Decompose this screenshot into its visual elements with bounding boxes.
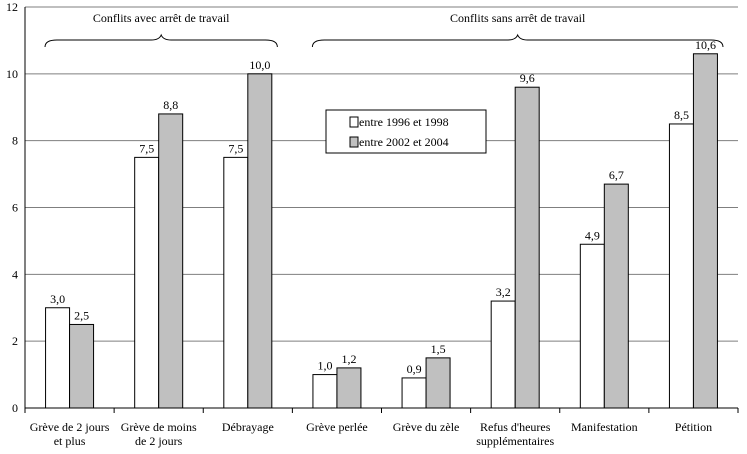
data-label: 7,5 (139, 141, 154, 155)
bar-2002-2004 (692, 53, 718, 409)
category-label: Grève perlée (306, 420, 368, 434)
category-label: Refus d'heures (480, 420, 551, 434)
category-label: Pétition (675, 420, 712, 434)
data-label: 8,5 (674, 108, 689, 122)
bar-2002-2004 (158, 113, 184, 409)
data-label: 8,8 (163, 98, 178, 112)
data-label: 10,6 (695, 38, 716, 52)
bar-2002-2004 (425, 357, 451, 409)
category-label: Grève de moins (121, 420, 197, 434)
data-label: 6,7 (609, 168, 624, 182)
legend-swatch (349, 136, 359, 148)
group-label: Conflits sans arrêt de travail (450, 11, 586, 25)
data-label: 9,6 (520, 71, 535, 85)
bar-1996-1998 (579, 243, 605, 409)
legend-label: entre 1996 et 1998 (359, 115, 449, 129)
legend-swatch (349, 116, 359, 128)
y-tick-label: 4 (12, 267, 18, 281)
group-brace (44, 33, 278, 48)
bar-1996-1998 (312, 374, 338, 409)
category-label: Débrayage (222, 420, 274, 434)
group-brace (311, 33, 724, 48)
category-label: de 2 jours (135, 434, 183, 448)
category-label: supplémentaires (476, 434, 554, 448)
bar-2002-2004 (247, 73, 273, 409)
bar-2002-2004 (514, 86, 540, 409)
y-tick-label: 2 (12, 334, 18, 348)
bar-1996-1998 (490, 300, 516, 409)
data-label: 4,9 (585, 228, 600, 242)
group-label: Conflits avec arrêt de travail (93, 11, 230, 25)
y-tick-label: 12 (6, 0, 18, 14)
y-tick-label: 6 (12, 201, 18, 215)
data-label: 1,0 (317, 359, 332, 373)
y-tick-label: 8 (12, 134, 18, 148)
bar-2002-2004 (69, 323, 95, 409)
y-tick-label: 10 (6, 67, 18, 81)
data-label: 10,0 (249, 58, 270, 72)
data-label: 2,5 (74, 308, 89, 322)
bar-1996-1998 (401, 377, 427, 409)
bar-1996-1998 (223, 156, 249, 409)
data-label: 1,2 (341, 352, 356, 366)
category-label: Grève de 2 jours (30, 420, 110, 434)
category-label: Manifestation (571, 420, 638, 434)
data-label: 7,5 (228, 141, 243, 155)
category-label: et plus (54, 434, 86, 448)
bar-2002-2004 (336, 367, 362, 409)
y-tick-label: 0 (12, 401, 18, 415)
bar-1996-1998 (134, 156, 160, 409)
data-label: 3,0 (50, 292, 65, 306)
bar-1996-1998 (45, 307, 71, 409)
bar-2002-2004 (603, 183, 629, 409)
data-label: 1,5 (431, 342, 446, 356)
data-label: 3,2 (496, 285, 511, 299)
legend-label: entre 2002 et 2004 (359, 135, 449, 149)
bar-1996-1998 (668, 123, 694, 409)
category-label: Grève du zèle (393, 420, 460, 434)
data-label: 0,9 (407, 362, 422, 376)
